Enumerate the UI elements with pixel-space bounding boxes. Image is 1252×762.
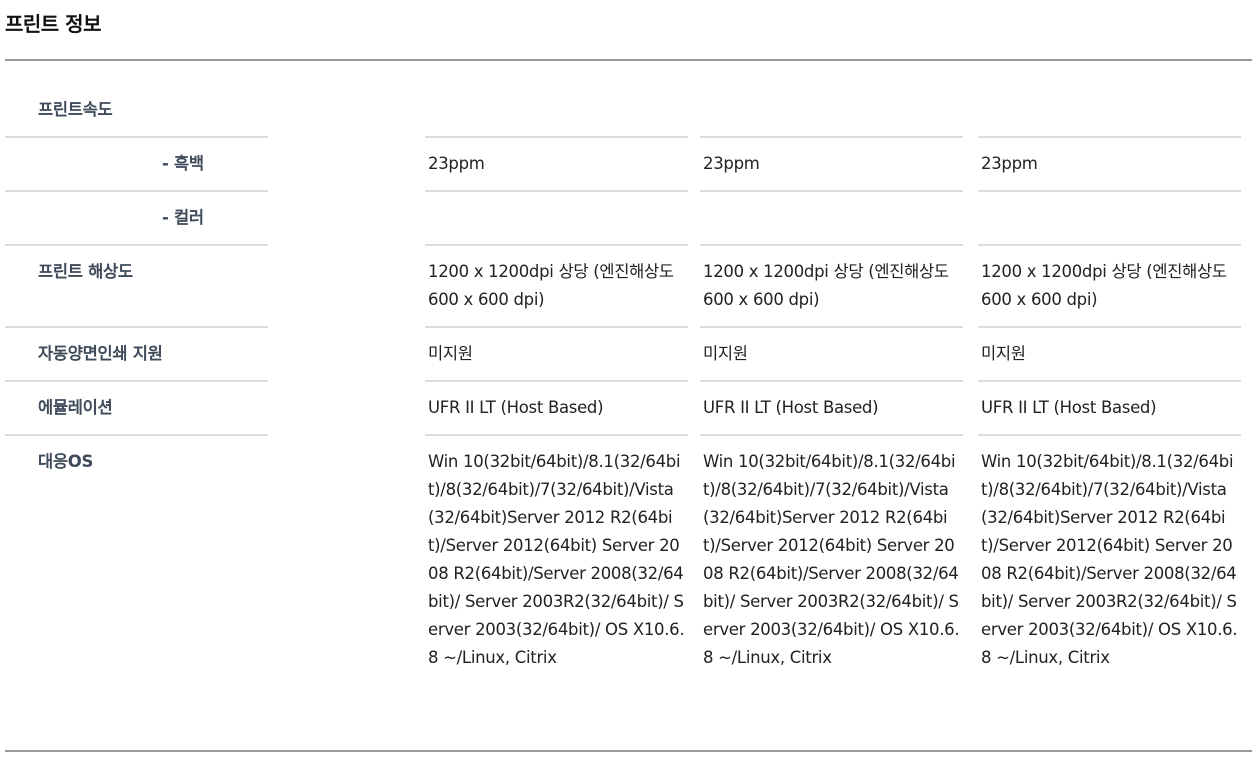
spec-value-model-1 [425, 192, 688, 246]
spec-value-model-3: 미지원 [978, 328, 1241, 382]
spec-value-model-2: 미지원 [700, 328, 963, 382]
spec-label: 프린트 해상도 [5, 246, 268, 328]
spec-value-model-2: Win 10(32bit/64bit)/8.1(32/64bit)/8(32/6… [703, 452, 960, 667]
spec-value-model-2 [700, 84, 963, 138]
spec-value-model-3: UFR II LT (Host Based) [978, 382, 1241, 436]
spec-label: 에뮬레이션 [5, 382, 268, 436]
spec-value-model-2: UFR II LT (Host Based) [700, 382, 963, 436]
spec-value-model-1: 미지원 [425, 328, 688, 382]
spec-value-model-1 [425, 84, 688, 138]
divider [5, 750, 1252, 752]
spec-value-model-3 [978, 192, 1241, 246]
spec-table: 프린트속도 - 흑백 23ppm 23ppm 23ppm - 컬러 프린트 해상도 1200 … [5, 84, 1241, 684]
spec-value-model-1: Win 10(32bit/64bit)/8.1(32/64bit)/8(32/6… [428, 452, 685, 667]
spec-value-model-3: Win 10(32bit/64bit)/8.1(32/64bit)/8(32/6… [981, 452, 1238, 667]
spec-value-model-2 [700, 192, 963, 246]
divider [5, 59, 1252, 61]
spec-label: - 컬러 [5, 192, 268, 246]
spec-label: 자동양면인쇄 지원 [5, 328, 268, 382]
spec-value-model-2: 1200 x 1200dpi 상당 (엔진해상도 600 x 600 dpi) [700, 246, 963, 328]
spec-value-model-1: 23ppm [425, 138, 688, 192]
spec-label: 프린트속도 [5, 84, 268, 138]
spec-label: - 흑백 [5, 138, 268, 192]
spec-value-model-2: 23ppm [700, 138, 963, 192]
spec-value-model-3: 1200 x 1200dpi 상당 (엔진해상도 600 x 600 dpi) [978, 246, 1241, 328]
spec-value-model-1: UFR II LT (Host Based) [425, 382, 688, 436]
section-title: 프린트 정보 [5, 12, 101, 36]
spec-value-model-3 [978, 84, 1241, 138]
spec-label: 대응OS [38, 452, 94, 471]
spec-value-model-1: 1200 x 1200dpi 상당 (엔진해상도 600 x 600 dpi) [425, 246, 688, 328]
spec-value-model-3: 23ppm [978, 138, 1241, 192]
